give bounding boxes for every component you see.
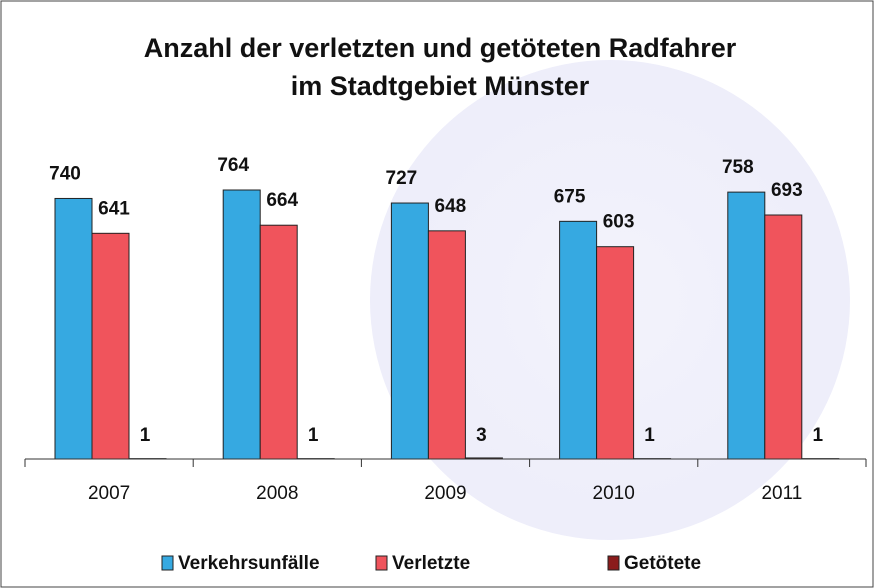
x-tick-label: 2008 (256, 483, 298, 504)
legend-swatch (161, 555, 174, 571)
value-label: 1 (308, 425, 319, 446)
bar (764, 214, 803, 460)
value-label: 764 (217, 155, 249, 176)
value-label: 693 (771, 180, 803, 201)
x-tick-label: 2009 (424, 483, 466, 504)
x-tick-label: 2011 (761, 483, 802, 504)
value-label: 758 (722, 157, 754, 178)
legend-label: Getötete (624, 553, 701, 574)
bar (390, 202, 429, 460)
bar (259, 224, 298, 460)
value-label: 1 (813, 425, 824, 446)
value-label: 740 (49, 163, 81, 184)
bar (727, 191, 766, 460)
value-label: 1 (140, 425, 151, 446)
chart-title: Anzahl der verletzten und getöteten Radf… (144, 33, 737, 63)
value-label: 641 (98, 198, 130, 219)
bar (91, 232, 130, 460)
bar (559, 220, 598, 460)
value-label: 3 (476, 425, 487, 446)
value-label: 648 (435, 196, 467, 217)
bar (54, 197, 93, 460)
value-label: 603 (603, 212, 635, 233)
value-label: 1 (644, 425, 655, 446)
x-tick-label: 2007 (88, 483, 130, 504)
x-tick-label: 2010 (593, 483, 635, 504)
legend-swatch (375, 555, 388, 571)
value-label: 664 (266, 190, 298, 211)
bar (427, 230, 466, 460)
legend-label: Verkehrsunfälle (178, 553, 320, 574)
value-label: 675 (554, 186, 586, 207)
bar (596, 246, 635, 460)
value-label: 727 (386, 168, 418, 189)
legend-label: Verletzte (392, 553, 470, 574)
bar (222, 189, 261, 460)
legend-swatch (607, 555, 620, 571)
chart-title: im Stadtgebiet Münster (291, 71, 590, 101)
